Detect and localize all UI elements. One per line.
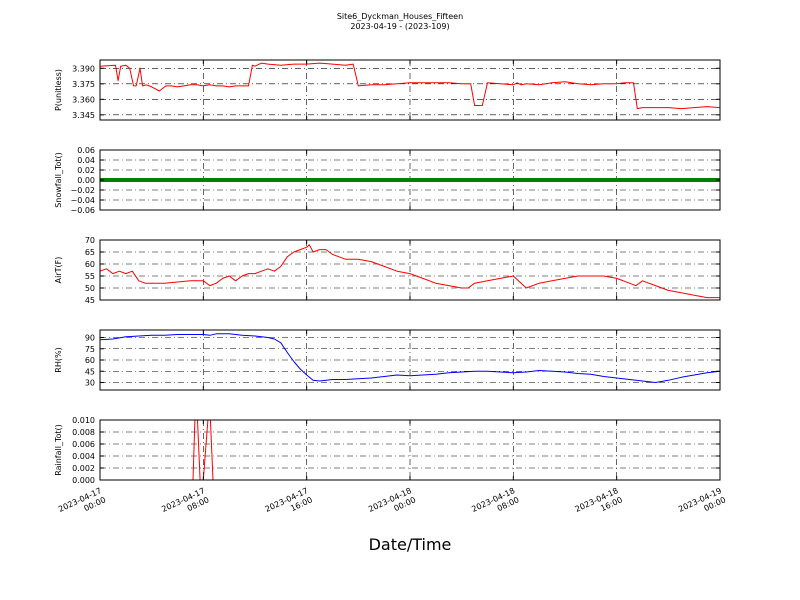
y-tick-label: 0.010	[72, 416, 95, 425]
y-tick-label: −0.02	[70, 186, 95, 195]
panels: 3.3453.3603.3753.390P(unitless)−0.06−0.0…	[54, 59, 721, 485]
y-tick-label: 0.00	[77, 176, 95, 185]
series-line	[100, 333, 720, 383]
y-tick-label: 0.004	[72, 452, 95, 461]
panel-2: 45 50 55 60 65 70 AirT(F)	[54, 236, 721, 305]
y-tick-label: 75	[85, 345, 95, 354]
y-tick-label: 0.04	[77, 156, 95, 165]
y-tick-label: 3.360	[72, 95, 95, 104]
panel-1: −0.06−0.04−0.020.000.020.040.06 Snowfall_…	[54, 146, 721, 215]
y-axis-label: P(unitless)	[54, 69, 63, 111]
y-tick-label: 65	[85, 248, 95, 257]
panel-3: 30 45 60 75 90 RH(%)	[54, 329, 721, 391]
y-tick-label: 3.345	[72, 111, 95, 120]
panel-4: 0.000 0.002 0.004 0.006 0.008 0.010 Rainfall_T…	[54, 416, 721, 485]
y-tick-label: 3.375	[72, 80, 95, 89]
x-axis-label: Date/Time	[369, 535, 452, 554]
y-tick-label: 0.006	[72, 440, 95, 449]
series-line	[100, 62, 720, 110]
y-tick-label: 55	[85, 272, 95, 281]
y-axis-label: AirT(F)	[54, 257, 63, 284]
y-tick-label: 0.000	[72, 476, 95, 485]
panel-0: 3.345 3.360 3.375 3.390 P(unitless)	[54, 59, 721, 121]
y-tick-label: 60	[85, 260, 95, 269]
y-tick-label: 0.06	[77, 146, 95, 155]
y-axis-label: Rainfall_Tot()	[54, 424, 63, 476]
y-tick-label: −0.04	[70, 196, 95, 205]
y-tick-label: 0.002	[72, 464, 95, 473]
y-tick-label: 60	[85, 356, 95, 365]
figure-subtitle: 2023-04-19 - (2023-109)	[350, 22, 449, 31]
y-tick-label: 70	[85, 236, 95, 245]
y-tick-label: 45	[85, 367, 95, 376]
y-tick-label: −0.06	[70, 206, 95, 215]
y-tick-label: 3.390	[72, 64, 95, 73]
y-tick-label: 0.02	[77, 166, 95, 175]
figure-title: Site6_Dyckman_Houses_Fifteen	[337, 12, 463, 21]
series-line	[100, 420, 720, 480]
series-line	[100, 244, 720, 299]
y-tick-label: 45	[85, 296, 95, 305]
y-tick-label: 50	[85, 284, 95, 293]
y-axis-label: Snowfall_Tot()	[54, 152, 63, 208]
y-tick-label: 0.008	[72, 428, 95, 437]
y-tick-label: 90	[85, 334, 95, 343]
y-axis-label: RH(%)	[54, 347, 63, 372]
y-tick-label: 30	[85, 379, 95, 388]
